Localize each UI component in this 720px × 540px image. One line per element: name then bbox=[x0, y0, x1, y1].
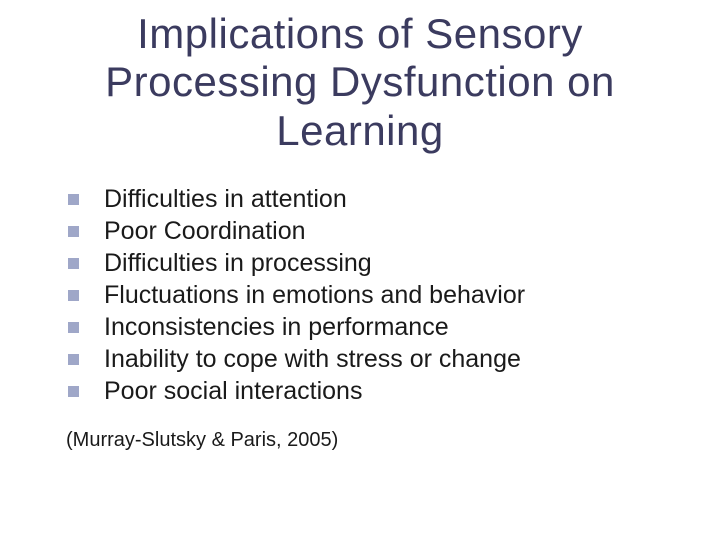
list-item: Fluctuations in emotions and behavior bbox=[68, 279, 660, 311]
list-item: Poor social interactions bbox=[68, 375, 660, 407]
list-item-text: Difficulties in attention bbox=[104, 185, 347, 213]
slide-title: Implications of Sensory Processing Dysfu… bbox=[60, 10, 660, 155]
list-item: Difficulties in attention bbox=[68, 183, 660, 215]
list-item-text: Fluctuations in emotions and behavior bbox=[104, 281, 525, 309]
list-item-text: Poor social interactions bbox=[104, 377, 362, 405]
square-bullet-icon bbox=[68, 290, 79, 301]
square-bullet-icon bbox=[68, 322, 79, 333]
list-item: Inability to cope with stress or change bbox=[68, 343, 660, 375]
square-bullet-icon bbox=[68, 258, 79, 269]
list-item: Difficulties in processing bbox=[68, 247, 660, 279]
list-item: Poor Coordination bbox=[68, 215, 660, 247]
list-item-text: Poor Coordination bbox=[104, 217, 306, 245]
square-bullet-icon bbox=[68, 226, 79, 237]
list-item-text: Inconsistencies in performance bbox=[104, 313, 449, 341]
slide: Implications of Sensory Processing Dysfu… bbox=[0, 0, 720, 540]
square-bullet-icon bbox=[68, 386, 79, 397]
square-bullet-icon bbox=[68, 194, 79, 205]
list-item-text: Inability to cope with stress or change bbox=[104, 345, 521, 373]
list-item-text: Difficulties in processing bbox=[104, 249, 372, 277]
list-item: Inconsistencies in performance bbox=[68, 311, 660, 343]
bullet-list: Difficulties in attention Poor Coordinat… bbox=[60, 183, 660, 407]
citation: (Murray-Slutsky & Paris, 2005) bbox=[60, 429, 660, 452]
square-bullet-icon bbox=[68, 354, 79, 365]
